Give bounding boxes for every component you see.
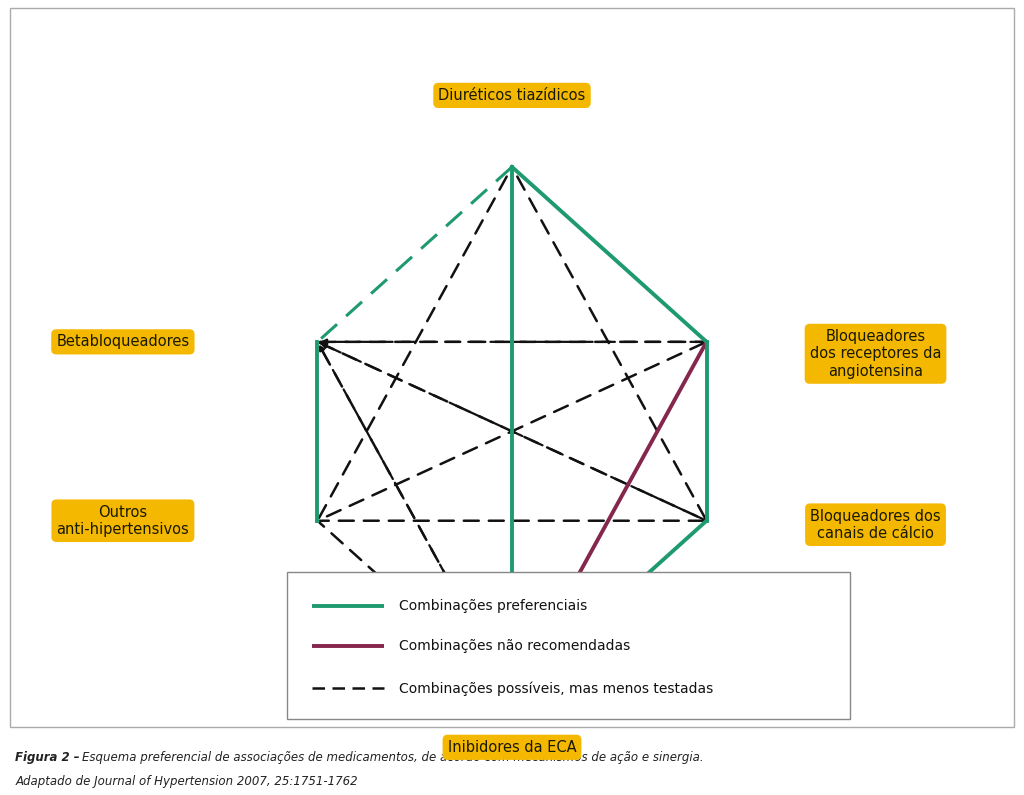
Text: Bloqueadores dos
canais de cálcio: Bloqueadores dos canais de cálcio bbox=[810, 509, 941, 541]
Text: Diuréticos tiazídicos: Diuréticos tiazídicos bbox=[438, 88, 586, 103]
Text: Bloqueadores
dos receptores da
angiotensina: Bloqueadores dos receptores da angiotens… bbox=[810, 329, 941, 378]
Text: Combinações não recomendadas: Combinações não recomendadas bbox=[399, 639, 631, 653]
Text: Outros
anti-hipertensivos: Outros anti-hipertensivos bbox=[56, 505, 189, 537]
Text: Adaptado de Journal of Hypertension 2007, 25:1751-1762: Adaptado de Journal of Hypertension 2007… bbox=[15, 775, 358, 788]
Text: Figura 2 –: Figura 2 – bbox=[15, 751, 84, 764]
Text: Esquema preferencial de associações de medicamentos, de acordo com mecanismos de: Esquema preferencial de associações de m… bbox=[82, 751, 703, 764]
Text: Combinações possíveis, mas menos testadas: Combinações possíveis, mas menos testada… bbox=[399, 681, 714, 696]
Text: Inibidores da ECA: Inibidores da ECA bbox=[447, 740, 577, 754]
Text: Betabloqueadores: Betabloqueadores bbox=[56, 335, 189, 349]
Text: Combinações preferenciais: Combinações preferenciais bbox=[399, 599, 588, 613]
FancyBboxPatch shape bbox=[287, 572, 850, 719]
